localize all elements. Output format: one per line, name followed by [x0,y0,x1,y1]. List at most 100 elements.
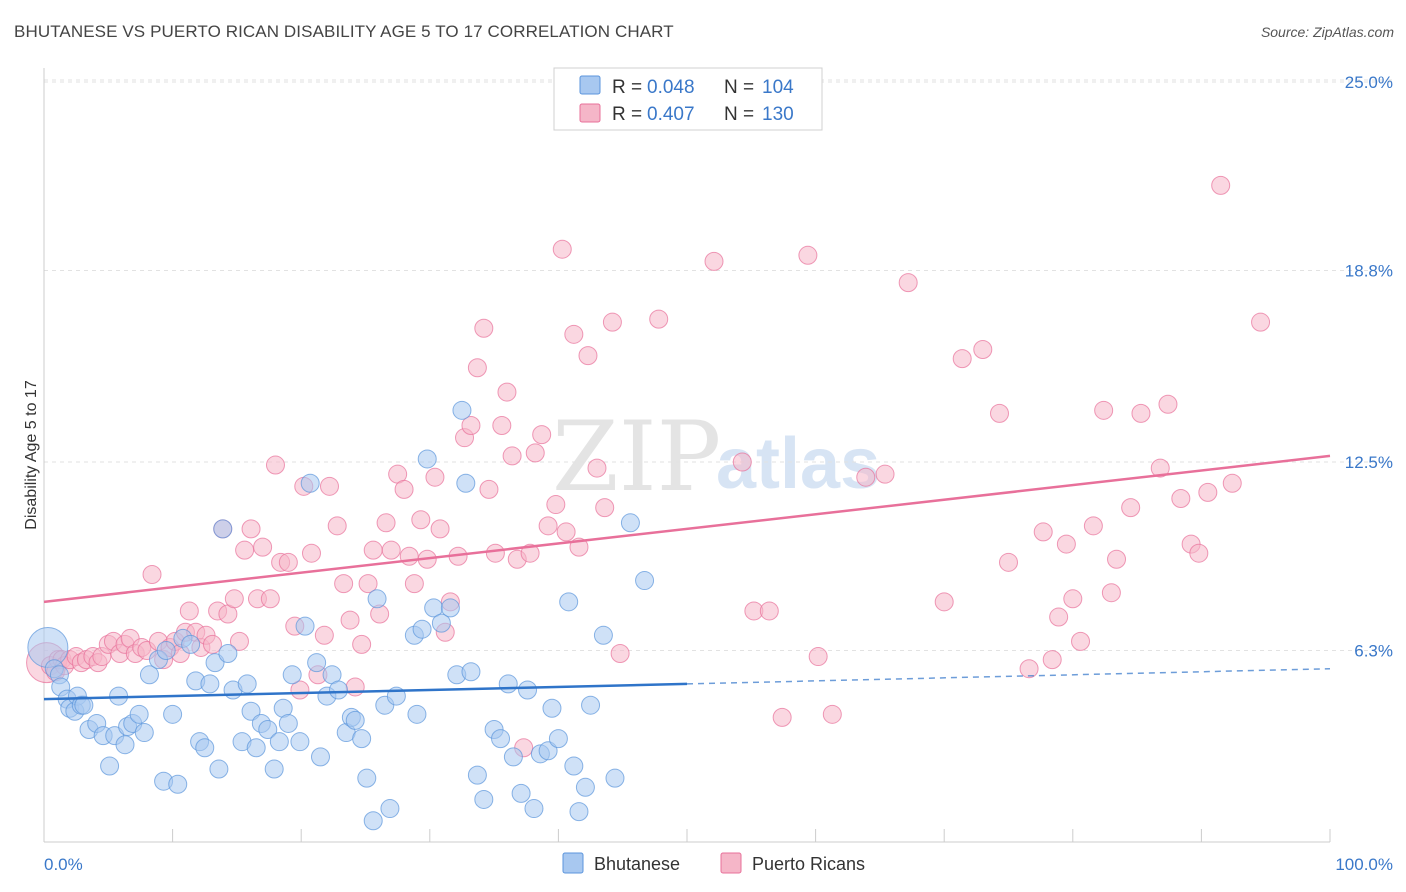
puerto-ricans-point [1019,659,1039,679]
trend-line-bhutanese [43,682,688,701]
bhutanese-point [559,592,579,612]
trend-line-puerto-ricans [43,454,1331,604]
bottom-legend-label-puerto-ricans: Puerto Ricans [752,854,865,874]
puerto-ricans-point [595,498,615,518]
puerto-ricans-point [1198,482,1218,502]
puerto-ricans-point [732,452,752,472]
bottom-legend-label-bhutanese: Bhutanese [594,854,680,874]
puerto-ricans-point [532,425,552,445]
puerto-ricans-point [934,592,954,612]
bhutanese-point [363,811,383,831]
bhutanese-point [246,738,266,758]
bhutanese-point [548,729,568,749]
puerto-ricans-point [430,519,450,539]
bhutanese-point [456,473,476,493]
gridlines [44,79,1395,651]
puerto-ricans-point [376,513,396,533]
puerto-ricans-point [1171,488,1191,508]
bhutanese-point [168,774,188,794]
puerto-ricans-point [1222,473,1242,493]
puerto-ricans-point [467,358,487,378]
puerto-ricans-point [898,273,918,293]
legend-r-value-1: 0.048 [647,77,695,98]
x-tick-label-min: 0.0% [44,855,83,874]
y-tick-labels: 6.3% 12.5% 18.8% 25.0% [1345,73,1393,660]
correlation-legend: R = 0.048 N = 104 R = 0.407 N = 130 [553,67,823,131]
legend-r-label-1: R = [612,77,642,98]
puerto-ricans-point [461,416,481,436]
legend-n-label-2: N = [724,104,754,125]
puerto-ricans-point [345,677,365,697]
puerto-ricans-point [822,704,842,724]
puerto-ricans-point [808,647,828,667]
bhutanese-point [282,665,302,685]
puerto-ricans-point [474,318,494,338]
bhutanese-point [440,598,460,618]
legend-swatch-bhutanese [579,75,601,95]
puerto-ricans-point [485,543,505,563]
bhutanese-point [328,680,348,700]
puerto-ricans-point [875,464,895,484]
puerto-ricans-point [497,382,517,402]
puerto-ricans-point [602,312,622,332]
bhutanese-point [461,662,481,682]
bhutanese-point [367,589,387,609]
bhutanese-point [218,644,238,664]
series-bhutanese [27,400,655,831]
puerto-ricans-point [525,443,545,463]
bhutanese-point [467,765,487,785]
puerto-ricans-point [411,510,431,530]
bhutanese-point [524,799,544,819]
bhutanese-point [74,695,94,715]
y-tick-label: 6.3% [1354,641,1393,660]
puerto-ricans-point [1049,607,1069,627]
bhutanese-point [269,732,289,752]
bhutanese-point [241,701,261,721]
bhutanese-point [295,616,315,636]
puerto-ricans-point [1056,534,1076,554]
puerto-ricans-point [381,540,401,560]
puerto-ricans-point [1101,583,1121,603]
legend-r-label-2: R = [612,104,642,125]
series-legend: Bhutanese Puerto Ricans [562,852,865,874]
puerto-ricans-point [224,589,244,609]
bhutanese-point [357,768,377,788]
puerto-ricans-point [334,574,354,594]
puerto-ricans-point [1131,403,1151,423]
watermark: ZIP atlas [552,401,880,513]
bhutanese-point [542,698,562,718]
puerto-ricans-point [260,589,280,609]
puerto-ricans-point [798,245,818,265]
bhutanese-point [407,704,427,724]
puerto-ricans-point [179,601,199,621]
puerto-ricans-point [142,564,162,584]
puerto-ricans-point [1211,175,1231,195]
bhutanese-point [635,571,655,591]
puerto-ricans-point [952,349,972,369]
puerto-ricans-point [1158,394,1178,414]
puerto-ricans-point [1083,516,1103,536]
bhutanese-point [498,674,518,694]
bhutanese-point [129,704,149,724]
puerto-ricans-point [1063,589,1083,609]
puerto-ricans-point [856,467,876,487]
bhutanese-point [278,713,298,733]
bhutanese-point [452,400,472,420]
puerto-ricans-point [1107,549,1127,569]
bhutanese-point [310,747,330,767]
puerto-ricans-point [229,631,249,651]
puerto-ricans-point [327,516,347,536]
puerto-ricans-point [301,543,321,563]
puerto-ricans-point [552,239,572,259]
puerto-ricans-point [1150,458,1170,478]
bhutanese-point [134,723,154,743]
bhutanese-point [300,473,320,493]
bhutanese-point [620,513,640,533]
puerto-ricans-point [610,644,630,664]
puerto-ricans-point [235,540,255,560]
y-tick-label: 25.0% [1345,73,1393,92]
puerto-ricans-point [556,522,576,542]
bhutanese-point [139,665,159,685]
bhutanese-point [569,802,589,822]
